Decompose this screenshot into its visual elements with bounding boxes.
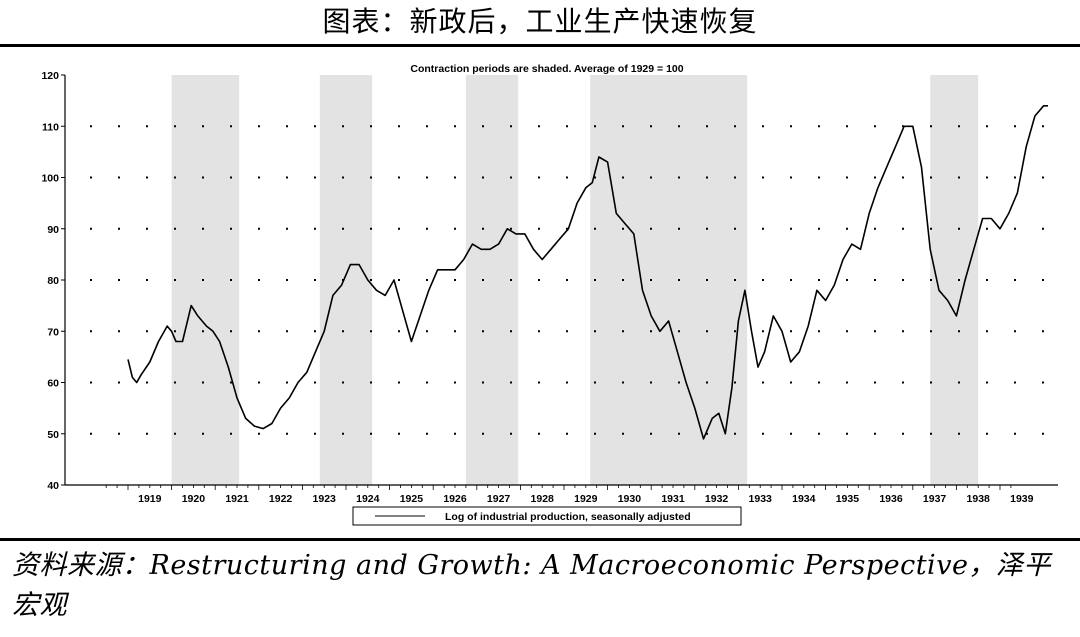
x-tick-label-1924: 1924 xyxy=(356,493,380,505)
chart-title: Contraction periods are shaded. Average … xyxy=(410,63,683,75)
contraction-band-2 xyxy=(319,75,373,485)
x-tick-label-1934: 1934 xyxy=(792,493,816,505)
y-tick-label-70: 70 xyxy=(47,326,59,338)
legend-box xyxy=(352,506,742,526)
y-tick-label-80: 80 xyxy=(47,275,59,287)
contraction-shading xyxy=(171,75,979,485)
x-tick-label-1927: 1927 xyxy=(487,493,511,505)
bottom-rule xyxy=(0,538,1080,541)
x-tick-label-1930: 1930 xyxy=(618,493,642,505)
x-tick-label-1933: 1933 xyxy=(749,493,773,505)
x-tick-label-1922: 1922 xyxy=(269,493,293,505)
y-tick-label-60: 60 xyxy=(47,378,59,390)
x-tick-label-1932: 1932 xyxy=(705,493,729,505)
x-tick-label-1937: 1937 xyxy=(923,493,947,505)
y-tick-label-100: 100 xyxy=(41,173,59,185)
x-tick-label-1939: 1939 xyxy=(1010,493,1034,505)
figure-title: 图表：新政后，工业生产快速恢复 xyxy=(322,5,758,38)
x-tick-label-1921: 1921 xyxy=(225,493,249,505)
x-tick-label-1935: 1935 xyxy=(836,493,860,505)
y-tick-labels: 40 50 60 70 80 90 100 110 120 xyxy=(41,70,65,492)
y-tick-label-50: 50 xyxy=(47,429,59,441)
x-tick-label-1936: 1936 xyxy=(879,493,903,505)
series-line xyxy=(127,105,1048,440)
source-note: 资料来源：Restructuring and Growth: A Macroec… xyxy=(12,550,1051,621)
x-tick-label-1923: 1923 xyxy=(313,493,337,505)
contraction-band-5 xyxy=(930,75,979,485)
x-tick-label-1929: 1929 xyxy=(574,493,598,505)
contraction-band-3 xyxy=(465,75,519,485)
x-tick-label-1925: 1925 xyxy=(400,493,424,505)
contraction-band-1 xyxy=(171,75,240,485)
contraction-band-4 xyxy=(590,75,748,485)
x-tick-label-1926: 1926 xyxy=(443,493,467,505)
x-tick-label-1920: 1920 xyxy=(182,493,206,505)
x-tick-label-1938: 1938 xyxy=(967,493,991,505)
x-tick-label-1919: 1919 xyxy=(138,493,162,505)
x-tick-labels: 1919 1920 1921 1922 1923 1924 1925 1926 1927 1928… xyxy=(105,485,1034,505)
x-tick-label-1928: 1928 xyxy=(531,493,555,505)
y-tick-label-120: 120 xyxy=(41,70,59,82)
legend: Log of industrial production, seasonally… xyxy=(352,506,742,526)
x-tick-label-1931: 1931 xyxy=(661,493,685,505)
y-tick-label-110: 110 xyxy=(42,121,59,133)
legend-label: Log of industrial production, seasonally… xyxy=(445,511,691,523)
y-tick-label-40: 40 xyxy=(47,480,59,492)
y-tick-label-90: 90 xyxy=(47,224,59,236)
top-rule xyxy=(0,44,1080,47)
